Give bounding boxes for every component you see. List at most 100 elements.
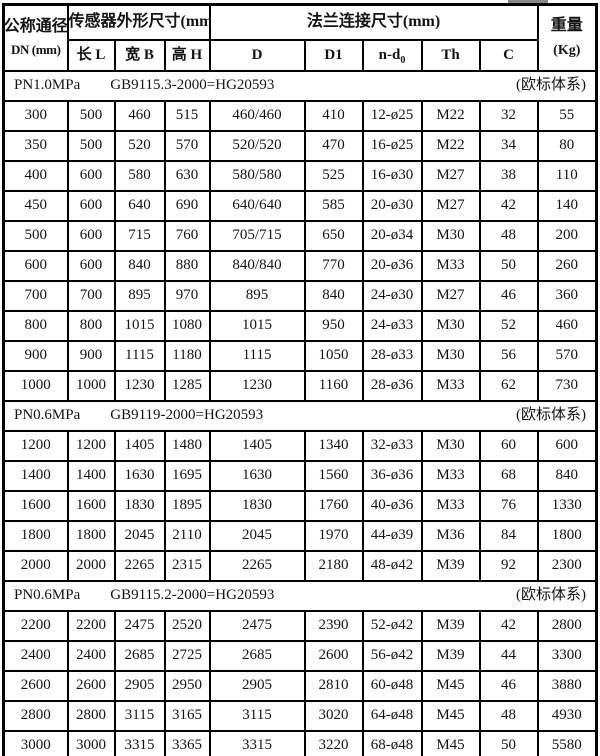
table-row: 1000 1000 1230 1285 1230 1160 28-ø36 M33 62 730 bbox=[2, 370, 598, 402]
section-cell: PN0.6MPa GB9115.2-2000=HG20593 (欧标体系) bbox=[2, 580, 598, 612]
table-row: 2600 2600 2905 2950 2905 2810 60-ø48 M45 46 3880 bbox=[2, 670, 598, 702]
table-cell: 3165 bbox=[163, 700, 211, 732]
table-cell: 700 bbox=[2, 280, 69, 312]
table-cell: 80 bbox=[536, 130, 598, 162]
table-cell: 68 bbox=[478, 460, 539, 492]
table-cell: 3315 bbox=[208, 730, 306, 756]
table-cell: 1830 bbox=[208, 490, 306, 522]
table-row: 1400 1400 1630 1695 1630 1560 36-ø36 M33 68 840 bbox=[2, 460, 598, 492]
table-cell: 32-ø33 bbox=[361, 430, 423, 462]
table-cell: 410 bbox=[303, 100, 364, 132]
table-cell: 640 bbox=[113, 190, 166, 222]
table-row: 500 600 715 760 705/715 650 20-ø34 M30 48 200 bbox=[2, 220, 598, 252]
table-cell: 2475 bbox=[208, 610, 306, 642]
table-cell: M30 bbox=[420, 310, 481, 342]
table-cell: 260 bbox=[536, 250, 598, 282]
table-cell: 600 bbox=[536, 430, 598, 462]
table-cell: 525 bbox=[303, 160, 364, 192]
scan-artifact bbox=[508, 0, 548, 3]
table-cell: 970 bbox=[163, 280, 211, 312]
section-pressure-rating: PN0.6MPa bbox=[14, 587, 81, 604]
table-cell: 460 bbox=[113, 100, 166, 132]
table-cell: 20-ø36 bbox=[361, 250, 423, 282]
table-row: 1200 1200 1405 1480 1405 1340 32-ø33 M30 60 600 bbox=[2, 430, 598, 462]
table-cell: 1050 bbox=[303, 340, 364, 372]
table-cell: 2000 bbox=[2, 550, 69, 582]
table-cell: 650 bbox=[303, 220, 364, 252]
table-cell: 2905 bbox=[113, 670, 166, 702]
table-cell: 2800 bbox=[66, 700, 116, 732]
table-cell: 2800 bbox=[2, 700, 69, 732]
table-cell: 1200 bbox=[2, 430, 69, 462]
table-cell: 3220 bbox=[303, 730, 364, 756]
table-cell: 44 bbox=[478, 640, 539, 672]
table-cell: 48 bbox=[478, 700, 539, 732]
table-cell: 2200 bbox=[2, 610, 69, 642]
table-cell: 1340 bbox=[303, 430, 364, 462]
table-cell: 840 bbox=[113, 250, 166, 282]
table-cell: 64-ø48 bbox=[361, 700, 423, 732]
table-cell: 500 bbox=[66, 100, 116, 132]
table-row: 700 700 895 970 895 840 24-ø30 M27 46 360 bbox=[2, 280, 598, 312]
table-cell: 46 bbox=[478, 280, 539, 312]
table-cell: 32 bbox=[478, 100, 539, 132]
section-standard-code: GB9115.2-2000=HG20593 bbox=[110, 587, 275, 604]
table-cell: 570 bbox=[163, 130, 211, 162]
table-row: 3000 3000 3315 3365 3315 3220 68-ø48 M45 50 5580 bbox=[2, 730, 598, 756]
table-cell: 2315 bbox=[163, 550, 211, 582]
table-cell: 55 bbox=[536, 100, 598, 132]
table-cell: 1800 bbox=[536, 520, 598, 552]
table-cell: 44-ø39 bbox=[361, 520, 423, 552]
table-row: 600 600 840 880 840/840 770 20-ø36 M33 50 260 bbox=[2, 250, 598, 282]
table-cell: 140 bbox=[536, 190, 598, 222]
table-cell: 24-ø30 bbox=[361, 280, 423, 312]
section-row: PN1.0MPa GB9115.3-2000=HG20593 (欧标体系) bbox=[2, 70, 598, 102]
table-cell: 1600 bbox=[66, 490, 116, 522]
table-cell: 600 bbox=[66, 190, 116, 222]
table-cell: M27 bbox=[420, 160, 481, 192]
table-row: 800 800 1015 1080 1015 950 24-ø33 M30 52 460 bbox=[2, 310, 598, 342]
table-cell: 600 bbox=[2, 250, 69, 282]
table-cell: 1480 bbox=[163, 430, 211, 462]
table-cell: 1405 bbox=[113, 430, 166, 462]
table-cell: 42 bbox=[478, 190, 539, 222]
table-cell: 570 bbox=[536, 340, 598, 372]
table-cell: 42 bbox=[478, 610, 539, 642]
table-cell: 1200 bbox=[66, 430, 116, 462]
section-row: PN0.6MPa GB9119-2000=HG20593 (欧标体系) bbox=[2, 400, 598, 432]
table-cell: 1000 bbox=[2, 370, 69, 402]
table-cell: 2400 bbox=[66, 640, 116, 672]
table-cell: 2110 bbox=[163, 520, 211, 552]
table-cell: 895 bbox=[208, 280, 306, 312]
table-cell: 840/840 bbox=[208, 250, 306, 282]
table-cell: 580 bbox=[113, 160, 166, 192]
table-cell: 1830 bbox=[113, 490, 166, 522]
table-cell: M45 bbox=[420, 700, 481, 732]
header-d: D bbox=[208, 39, 306, 72]
table-cell: 1600 bbox=[2, 490, 69, 522]
table-cell: 1800 bbox=[66, 520, 116, 552]
table-cell: 630 bbox=[163, 160, 211, 192]
table-cell: 1230 bbox=[208, 370, 306, 402]
header-n-d0-prefix: n-d bbox=[378, 46, 401, 63]
table-cell: M33 bbox=[420, 490, 481, 522]
table-cell: 1405 bbox=[208, 430, 306, 462]
table-cell: 34 bbox=[478, 130, 539, 162]
table-cell: 600 bbox=[66, 160, 116, 192]
table-cell: M36 bbox=[420, 520, 481, 552]
table-row: 350 500 520 570 520/520 470 16-ø25 M22 34 80 bbox=[2, 130, 598, 162]
header-th: Th bbox=[420, 39, 481, 72]
table-row: 2400 2400 2685 2725 2685 2600 56-ø42 M39 44 3300 bbox=[2, 640, 598, 672]
table-cell: 200 bbox=[536, 220, 598, 252]
table-cell: 600 bbox=[66, 220, 116, 252]
section-standard-note: (欧标体系) bbox=[516, 587, 587, 604]
header-nominal-diameter-unit: DN (mm) bbox=[10, 42, 61, 58]
table-cell: 28-ø36 bbox=[361, 370, 423, 402]
header-weight: 重量 (Kg) bbox=[536, 3, 598, 72]
table-body: PN1.0MPa GB9115.3-2000=HG20593 (欧标体系) 300 50… bbox=[2, 70, 598, 756]
section-pressure-rating: PN1.0MPa bbox=[14, 77, 81, 94]
header-nominal-diameter: 公称通径 DN (mm) bbox=[2, 3, 69, 72]
header-weight-unit: (Kg) bbox=[553, 42, 581, 58]
table-cell: M30 bbox=[420, 220, 481, 252]
